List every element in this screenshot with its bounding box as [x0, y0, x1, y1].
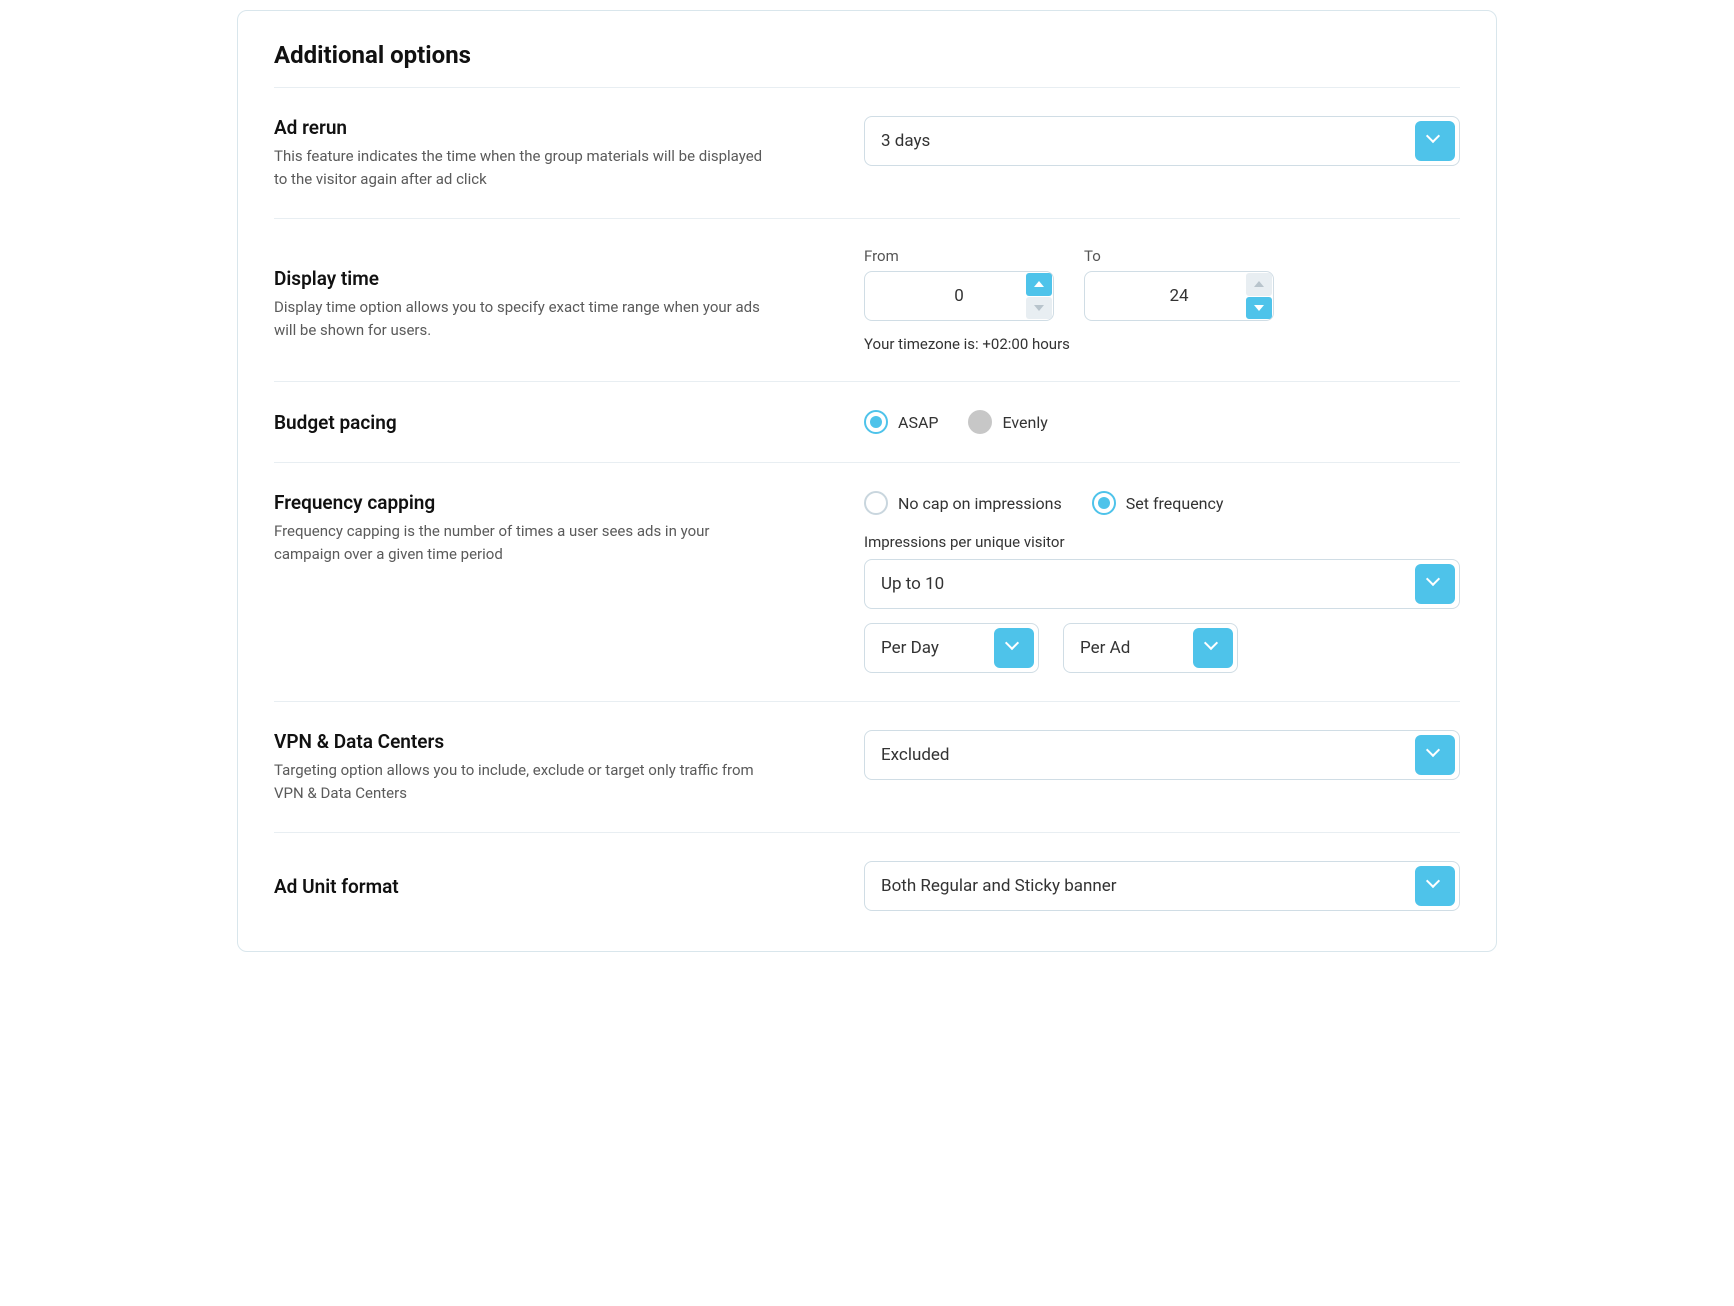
no-cap-label: No cap on impressions	[898, 494, 1062, 513]
freq-radio-group: No cap on impressions Set frequency	[864, 491, 1460, 515]
frequency-capping-title: Frequency capping	[274, 491, 824, 514]
vpn-right: Excluded	[864, 730, 1460, 780]
from-step-down[interactable]	[1026, 297, 1052, 320]
vpn-value: Excluded	[864, 730, 1460, 780]
radio-unselected-icon	[968, 410, 992, 434]
budget-pacing-title: Budget pacing	[274, 411, 824, 434]
impressions-label: Impressions per unique visitor	[864, 533, 1460, 551]
to-stepper[interactable]: 24	[1084, 271, 1274, 321]
vpn-select[interactable]: Excluded	[864, 730, 1460, 780]
ad-unit-title: Ad Unit format	[274, 875, 824, 898]
budget-pacing-evenly-radio[interactable]: Evenly	[968, 410, 1047, 434]
from-label: From	[864, 247, 1054, 265]
scope-select[interactable]: Per Ad	[1063, 623, 1238, 673]
impressions-select[interactable]: Up to 10	[864, 559, 1460, 609]
from-value: 0	[865, 286, 1053, 306]
ad-rerun-row: Ad rerun This feature indicates the time…	[274, 88, 1460, 218]
from-col: From 0	[864, 247, 1054, 321]
frequency-capping-desc: Frequency capping is the number of times…	[274, 520, 774, 565]
ad-rerun-title: Ad rerun	[274, 116, 824, 139]
ad-unit-left: Ad Unit format	[274, 875, 824, 898]
ad-unit-value: Both Regular and Sticky banner	[864, 861, 1460, 911]
asap-label: ASAP	[898, 413, 938, 432]
vpn-title: VPN & Data Centers	[274, 730, 824, 753]
chevron-down-icon	[1415, 866, 1455, 906]
to-label: To	[1084, 247, 1274, 265]
ad-rerun-desc: This feature indicates the time when the…	[274, 145, 774, 190]
ad-rerun-right: 3 days	[864, 116, 1460, 166]
budget-pacing-row: Budget pacing ASAP Evenly	[274, 382, 1460, 462]
budget-pacing-left: Budget pacing	[274, 411, 824, 434]
from-stepper[interactable]: 0	[864, 271, 1054, 321]
to-step-up[interactable]	[1246, 273, 1272, 296]
ad-rerun-value: 3 days	[864, 116, 1460, 166]
display-time-left: Display time Display time option allows …	[274, 247, 824, 341]
chevron-down-icon	[1193, 628, 1233, 668]
vpn-row: VPN & Data Centers Targeting option allo…	[274, 702, 1460, 832]
display-time-desc: Display time option allows you to specif…	[274, 296, 774, 341]
set-frequency-radio[interactable]: Set frequency	[1092, 491, 1224, 515]
ad-unit-select[interactable]: Both Regular and Sticky banner	[864, 861, 1460, 911]
ad-rerun-left: Ad rerun This feature indicates the time…	[274, 116, 824, 190]
chevron-down-icon	[1415, 121, 1455, 161]
budget-pacing-right: ASAP Evenly	[864, 410, 1460, 434]
chevron-down-icon	[1415, 735, 1455, 775]
from-stepper-btns	[1026, 273, 1052, 319]
panel-title: Additional options	[274, 41, 1460, 69]
budget-pacing-radio-group: ASAP Evenly	[864, 410, 1460, 434]
frequency-capping-right: No cap on impressions Set frequency Impr…	[864, 491, 1460, 673]
frequency-capping-row: Frequency capping Frequency capping is t…	[274, 463, 1460, 701]
budget-pacing-asap-radio[interactable]: ASAP	[864, 410, 938, 434]
ad-unit-right: Both Regular and Sticky banner	[864, 861, 1460, 911]
display-time-right: From 0 To 24	[864, 247, 1460, 353]
additional-options-panel: Additional options Ad rerun This feature…	[237, 10, 1497, 952]
vpn-left: VPN & Data Centers Targeting option allo…	[274, 730, 824, 804]
to-step-down[interactable]	[1246, 297, 1272, 320]
evenly-label: Evenly	[1002, 413, 1047, 432]
display-time-title: Display time	[274, 267, 824, 290]
to-stepper-btns	[1246, 273, 1272, 319]
set-freq-label: Set frequency	[1126, 494, 1224, 513]
from-step-up[interactable]	[1026, 273, 1052, 296]
to-value: 24	[1085, 286, 1273, 306]
ad-rerun-select[interactable]: 3 days	[864, 116, 1460, 166]
radio-unselected-icon	[864, 491, 888, 515]
frequency-capping-left: Frequency capping Frequency capping is t…	[274, 491, 824, 565]
radio-selected-icon	[1092, 491, 1116, 515]
impressions-value: Up to 10	[864, 559, 1460, 609]
display-time-row: Display time Display time option allows …	[274, 219, 1460, 381]
no-cap-radio[interactable]: No cap on impressions	[864, 491, 1062, 515]
radio-selected-icon	[864, 410, 888, 434]
chevron-down-icon	[994, 628, 1034, 668]
ad-unit-row: Ad Unit format Both Regular and Sticky b…	[274, 833, 1460, 921]
to-col: To 24	[1084, 247, 1274, 321]
vpn-desc: Targeting option allows you to include, …	[274, 759, 774, 804]
time-group: From 0 To 24	[864, 247, 1460, 321]
timezone-note: Your timezone is: +02:00 hours	[864, 335, 1460, 353]
freq-two-selects: Per Day Per Ad	[864, 623, 1460, 673]
period-select[interactable]: Per Day	[864, 623, 1039, 673]
chevron-down-icon	[1415, 564, 1455, 604]
